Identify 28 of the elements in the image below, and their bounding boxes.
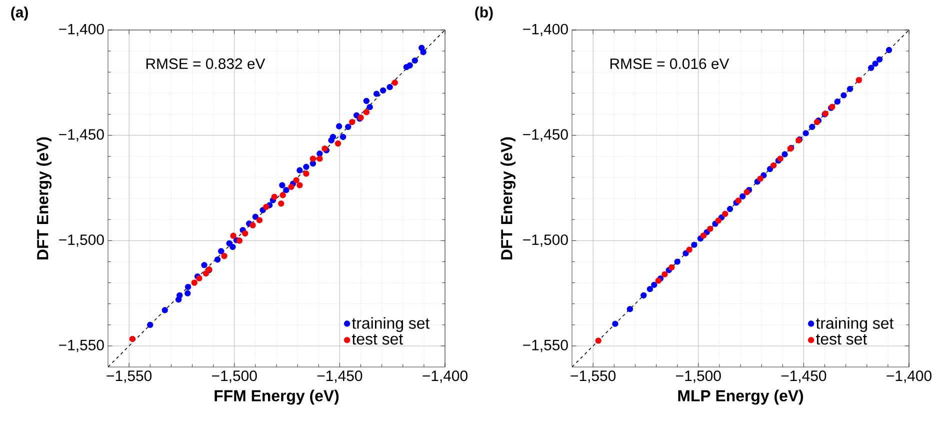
legend-label: test set: [816, 334, 868, 345]
x-tick-label: −1,400: [886, 370, 932, 383]
x-tick-label: −1,450: [781, 370, 826, 383]
legend-label: test set: [352, 334, 403, 345]
annotation: RMSE = 0.832 eV: [146, 58, 266, 69]
x-tick-label: −1,400: [422, 370, 468, 383]
y-tick-label: −1,450: [523, 129, 568, 142]
x-tick-label: −1,450: [317, 370, 362, 383]
legend-label: training set: [352, 317, 430, 332]
y-tick-label: −1,500: [523, 234, 568, 247]
y-tick-label: −1,500: [59, 234, 104, 247]
x-tick-label: −1,550: [570, 370, 616, 383]
x-axis-title: MLP Energy (eV): [678, 390, 804, 405]
y-axis-title: DFT Energy (eV): [500, 137, 516, 260]
y-tick-label: −1,550: [523, 340, 568, 352]
x-tick-label: −1,550: [106, 370, 152, 383]
chart-title: (b): [475, 6, 493, 20]
chart-title: (a): [11, 6, 28, 20]
y-tick-label: −1,450: [59, 129, 104, 142]
x-tick-label: −1,500: [676, 370, 721, 383]
x-tick-label: −1,500: [212, 370, 257, 383]
x-axis-title: FFM Energy (eV): [214, 390, 339, 405]
y-axis-title: DFT Energy (eV): [36, 137, 52, 260]
y-tick-label: −1,550: [59, 340, 104, 352]
legend-label: training set: [816, 317, 894, 332]
annotation: RMSE = 0.016 eV: [610, 58, 730, 69]
y-tick-label: −1,400: [523, 24, 568, 36]
y-tick-label: −1,400: [59, 24, 104, 36]
